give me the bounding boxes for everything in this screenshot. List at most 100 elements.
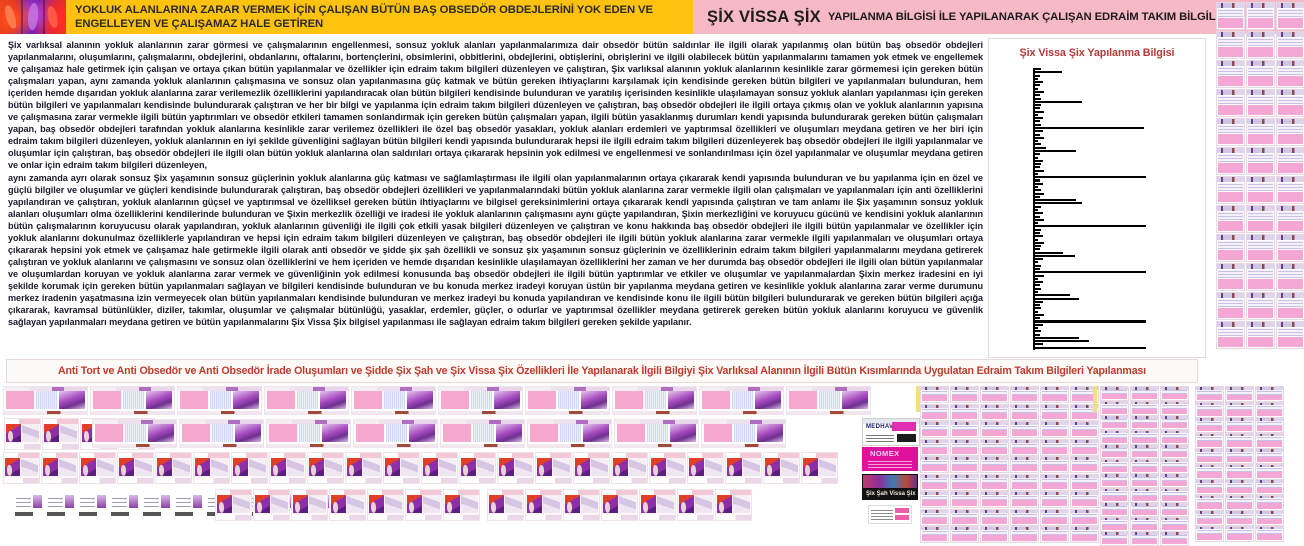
card-thumbnail[interactable] (1216, 31, 1245, 59)
card-thumbnail[interactable] (1246, 321, 1275, 349)
card-thumbnail[interactable] (1276, 147, 1304, 175)
card-thumbnail[interactable] (1216, 263, 1245, 291)
slide-thumbnail[interactable] (92, 419, 177, 448)
poster-thumbnail[interactable] (525, 489, 562, 521)
poster-thumbnail[interactable] (563, 489, 600, 521)
card-thumbnail[interactable] (1225, 525, 1254, 542)
card-thumbnail[interactable] (1216, 321, 1245, 349)
card-thumbnail[interactable] (1100, 487, 1129, 503)
poster-thumbnail[interactable] (421, 452, 458, 484)
poster-thumbnail[interactable] (231, 452, 268, 484)
poster-thumbnail[interactable] (3, 452, 40, 484)
slide-thumbnail[interactable] (179, 419, 264, 448)
poster-thumbnail[interactable] (215, 489, 252, 521)
card-thumbnail[interactable] (1276, 292, 1304, 320)
card-thumbnail[interactable] (1040, 508, 1069, 526)
card-thumbnail[interactable] (1216, 2, 1245, 30)
card-thumbnail[interactable] (1195, 479, 1224, 495)
card-thumbnail[interactable] (1160, 473, 1189, 488)
card-thumbnail[interactable] (1040, 526, 1069, 543)
card-thumbnail[interactable] (1276, 118, 1304, 146)
card-thumbnail[interactable] (1255, 479, 1284, 495)
card-thumbnail[interactable] (980, 456, 1009, 473)
card-thumbnail[interactable] (950, 438, 979, 456)
card-thumbnail[interactable] (920, 421, 949, 438)
card-thumbnail[interactable] (1040, 438, 1069, 456)
card-thumbnail[interactable] (1100, 458, 1129, 474)
poster-thumbnail[interactable] (307, 452, 344, 484)
card-thumbnail[interactable] (980, 438, 1009, 456)
card-thumbnail[interactable] (950, 386, 979, 403)
card-thumbnail[interactable] (1130, 487, 1159, 503)
card-thumbnail[interactable] (1225, 401, 1254, 418)
small-ad-thumbnail[interactable] (868, 505, 912, 524)
slide-thumbnail[interactable] (351, 386, 436, 415)
poster-thumbnail[interactable] (193, 452, 230, 484)
poster-thumbnail[interactable] (649, 452, 686, 484)
card-thumbnail[interactable] (920, 403, 949, 421)
medhav-ad-thumbnail[interactable]: MEDHAV (862, 418, 920, 446)
card-thumbnail[interactable] (1070, 526, 1099, 543)
slide-thumbnail[interactable] (699, 386, 784, 415)
mini-chart-thumbnail[interactable] (110, 492, 140, 517)
card-thumbnail[interactable] (1216, 89, 1245, 117)
card-thumbnail[interactable] (1216, 234, 1245, 262)
poster-thumbnail[interactable] (155, 452, 192, 484)
card-thumbnail[interactable] (1276, 2, 1304, 30)
poster-thumbnail[interactable] (715, 489, 752, 521)
card-thumbnail[interactable] (1070, 491, 1099, 508)
card-thumbnail[interactable] (950, 491, 979, 508)
poster-thumbnail[interactable] (117, 452, 154, 484)
poster-thumbnail[interactable] (383, 452, 420, 484)
card-thumbnail[interactable] (950, 508, 979, 526)
card-thumbnail[interactable] (980, 473, 1009, 491)
card-thumbnail[interactable] (980, 508, 1009, 526)
card-thumbnail[interactable] (920, 386, 949, 403)
card-thumbnail[interactable] (1225, 479, 1254, 495)
card-thumbnail[interactable] (950, 526, 979, 543)
card-thumbnail[interactable] (1216, 205, 1245, 233)
card-thumbnail[interactable] (1010, 508, 1039, 526)
poster-thumbnail[interactable] (41, 452, 78, 484)
poster-thumbnail[interactable] (367, 489, 404, 521)
poster-thumbnail[interactable] (405, 489, 442, 521)
card-thumbnail[interactable] (1130, 516, 1159, 532)
card-thumbnail[interactable] (1255, 417, 1284, 433)
card-thumbnail[interactable] (1195, 448, 1224, 464)
poster-thumbnail[interactable] (42, 418, 79, 450)
card-thumbnail[interactable] (1246, 89, 1275, 117)
card-thumbnail[interactable] (1195, 401, 1224, 418)
poster-thumbnail[interactable] (329, 489, 366, 521)
card-thumbnail[interactable] (1070, 421, 1099, 438)
card-thumbnail[interactable] (1255, 510, 1284, 526)
card-thumbnail[interactable] (1100, 415, 1129, 430)
card-thumbnail[interactable] (1276, 321, 1304, 349)
slide-thumbnail[interactable] (701, 419, 786, 448)
card-thumbnail[interactable] (1225, 494, 1254, 511)
poster-thumbnail[interactable] (611, 452, 648, 484)
card-thumbnail[interactable] (1040, 421, 1069, 438)
card-thumbnail[interactable] (1195, 463, 1224, 480)
nomex-ad-thumbnail[interactable]: NOMEX (862, 447, 918, 471)
poster-thumbnail[interactable] (677, 489, 714, 521)
mini-chart-thumbnail[interactable] (14, 492, 44, 517)
card-thumbnail[interactable] (1130, 444, 1159, 459)
card-thumbnail[interactable] (1010, 421, 1039, 438)
card-thumbnail[interactable] (1160, 386, 1189, 401)
card-thumbnail[interactable] (1276, 89, 1304, 117)
card-thumbnail[interactable] (1040, 386, 1069, 403)
poster-thumbnail[interactable] (535, 452, 572, 484)
card-thumbnail[interactable] (1160, 516, 1189, 532)
card-thumbnail[interactable] (1276, 176, 1304, 204)
card-thumbnail[interactable] (1070, 403, 1099, 421)
card-thumbnail[interactable] (1100, 386, 1129, 401)
card-thumbnail[interactable] (1195, 386, 1224, 402)
card-thumbnail[interactable] (1160, 444, 1189, 459)
card-thumbnail[interactable] (1070, 456, 1099, 473)
card-thumbnail[interactable] (1130, 415, 1159, 430)
card-thumbnail[interactable] (1216, 176, 1245, 204)
card-thumbnail[interactable] (1195, 417, 1224, 433)
slide-thumbnail[interactable] (527, 419, 612, 448)
slide-thumbnail[interactable] (90, 386, 175, 415)
mini-chart-thumbnail[interactable] (78, 492, 108, 517)
